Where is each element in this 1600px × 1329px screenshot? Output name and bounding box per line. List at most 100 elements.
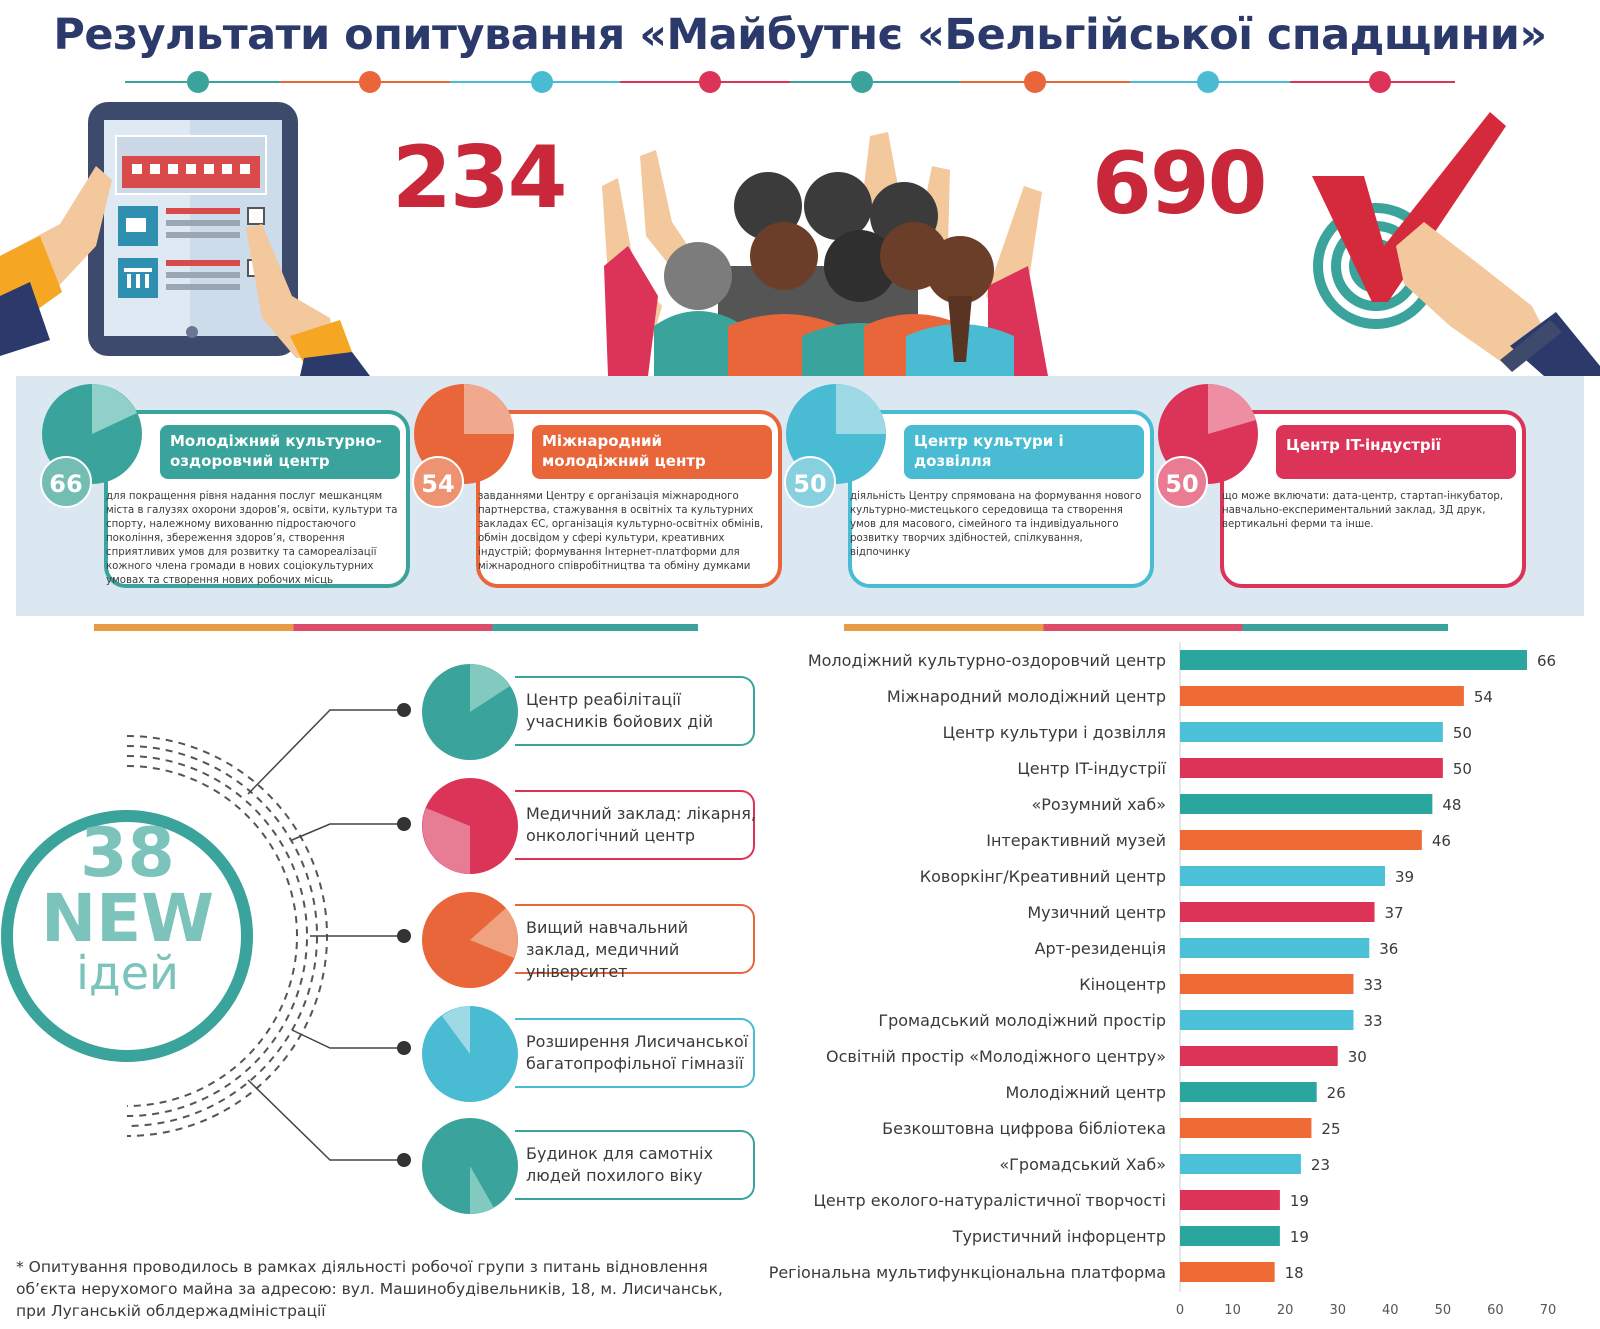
bar: [1180, 902, 1375, 922]
card-value: 54: [412, 456, 464, 508]
x-tick-label: 50: [1435, 1303, 1452, 1318]
data-label: 48: [1442, 796, 1461, 814]
data-label: 37: [1385, 904, 1404, 922]
page-title: Результати опитування «Майбутнє «Бельгій…: [53, 10, 1547, 60]
category-label: Центр культури і дозвілля: [943, 723, 1166, 742]
category-label: Регіональна мультифункціональна платформ…: [769, 1263, 1166, 1282]
data-label: 30: [1348, 1048, 1367, 1066]
data-label: 19: [1290, 1192, 1309, 1210]
category-label: Коворкінг/Креативний центр: [920, 867, 1166, 886]
category-label: «Громадський Хаб»: [999, 1155, 1166, 1174]
data-label: 33: [1363, 1012, 1382, 1030]
section-divider-left: [94, 624, 698, 631]
data-label: 18: [1285, 1264, 1304, 1282]
idea-frame: [515, 790, 755, 860]
bar: [1180, 1262, 1275, 1282]
card-international-youth-center: 54 Міжнародний молодіжний центр завдання…: [412, 384, 790, 590]
category-label: Громадський молодіжний простір: [878, 1011, 1166, 1030]
category-label: Музичний центр: [1027, 903, 1166, 922]
x-tick-label: 70: [1540, 1303, 1557, 1318]
category-label: Центр еколого-натуралістичної творчості: [813, 1191, 1166, 1210]
idea-frame: [515, 1130, 755, 1200]
data-label: 23: [1311, 1156, 1330, 1174]
card-title: Молодіжний культурно-оздоровчий центр: [160, 425, 400, 479]
bar: [1180, 686, 1464, 706]
category-label: Кіноцентр: [1079, 975, 1166, 994]
bar: [1180, 830, 1422, 850]
category-label: Молодіжний центр: [1005, 1083, 1166, 1102]
card-it-industry-center: 50 Центр IT-індустрії що може включати: …: [1156, 384, 1534, 590]
category-label: «Розумний хаб»: [1031, 795, 1166, 814]
card-youth-health-center: 66 Молодіжний культурно-оздоровчий центр…: [40, 384, 418, 590]
card-value: 50: [1156, 456, 1208, 508]
bar-chart: Молодіжний культурно-оздоровчий центр 66 М…: [769, 642, 1557, 1318]
idea-pie-icon: [422, 1006, 518, 1102]
data-label: 19: [1290, 1228, 1309, 1246]
category-label: Арт-резиденція: [1035, 939, 1166, 958]
bar: [1180, 1154, 1301, 1174]
card-description: діяльність Центру спрямована на формуван…: [850, 491, 1142, 558]
new-ideas-sub: ідей: [76, 946, 179, 1000]
bar: [1180, 758, 1443, 778]
category-label: Освітній простір «Молодіжного центру»: [826, 1047, 1166, 1066]
category-label: Інтерактивний музей: [986, 831, 1166, 850]
new-ideas-graphic: [1, 703, 411, 1167]
bar: [1180, 1082, 1317, 1102]
idea-frame: [515, 676, 755, 746]
card-culture-leisure-center: 50 Центр культури і дозвілля діяльність …: [784, 384, 1162, 590]
bar: [1180, 1010, 1354, 1030]
idea-pie-icon: [422, 1118, 518, 1215]
card-description: що може включати: дата-центр, стартап-ін…: [1222, 491, 1504, 530]
idea-elderly-home: Будинок для самотніх людей похилого віку: [526, 1144, 714, 1185]
tablet-illustration: [0, 102, 370, 376]
votes-count: 690: [1092, 134, 1268, 234]
x-tick-label: 20: [1277, 1303, 1294, 1318]
category-label: Безкоштовна цифрова бібліотека: [882, 1119, 1166, 1138]
bar: [1180, 866, 1386, 886]
x-tick-label: 60: [1487, 1303, 1504, 1318]
idea-frame: [515, 904, 755, 974]
card-description: для покращення рівня надання послуг мешк…: [106, 491, 398, 586]
data-label: 26: [1327, 1084, 1346, 1102]
x-tick-label: 40: [1382, 1303, 1399, 1318]
x-tick-label: 0: [1176, 1303, 1184, 1318]
data-label: 66: [1537, 652, 1556, 670]
category-label: Туристичний інфорцентр: [952, 1227, 1166, 1246]
idea-pie-icon: [422, 778, 518, 874]
bar: [1180, 794, 1433, 814]
decorative-divider: [125, 71, 1455, 93]
checkmark-illustration: [1312, 112, 1600, 376]
card-value: 66: [40, 456, 92, 508]
x-tick-label: 10: [1224, 1303, 1241, 1318]
idea-pie-icon: [422, 664, 518, 760]
bar: [1180, 974, 1354, 994]
card-title: Центр IT-індустрії: [1276, 425, 1516, 479]
data-label: 46: [1432, 832, 1451, 850]
category-label: Міжнародний молодіжний центр: [887, 687, 1166, 706]
card-description: завданнями Центру є організація міжнарод…: [478, 491, 764, 572]
respondents-count: 234: [392, 128, 568, 228]
section-divider-right: [844, 624, 1448, 631]
idea-pie-icon: [422, 892, 518, 988]
crowd-illustration: [602, 132, 1048, 376]
bar: [1180, 1226, 1280, 1246]
card-title: Центр культури і дозвілля: [904, 425, 1144, 479]
data-label: 25: [1321, 1120, 1340, 1138]
new-ideas-word: NEW: [40, 880, 215, 957]
data-label: 54: [1474, 688, 1493, 706]
data-label: 50: [1453, 760, 1472, 778]
data-label: 33: [1363, 976, 1382, 994]
bar: [1180, 1118, 1312, 1138]
idea-university: Вищий навчальний заклад, медичний універ…: [526, 918, 689, 981]
category-label: Молодіжний культурно-оздоровчий центр: [808, 651, 1166, 670]
x-tick-label: 30: [1329, 1303, 1346, 1318]
bar: [1180, 650, 1527, 670]
category-label: Центр IT-індустрії: [1017, 759, 1166, 778]
bar: [1180, 722, 1443, 742]
card-title: Міжнародний молодіжний центр: [532, 425, 772, 479]
data-label: 36: [1379, 940, 1398, 958]
data-label: 39: [1395, 868, 1414, 886]
footnote: * Опитування проводилось в рамках діяльн…: [16, 1258, 723, 1320]
new-ideas-count: 38: [80, 814, 175, 893]
bar: [1180, 1046, 1338, 1066]
